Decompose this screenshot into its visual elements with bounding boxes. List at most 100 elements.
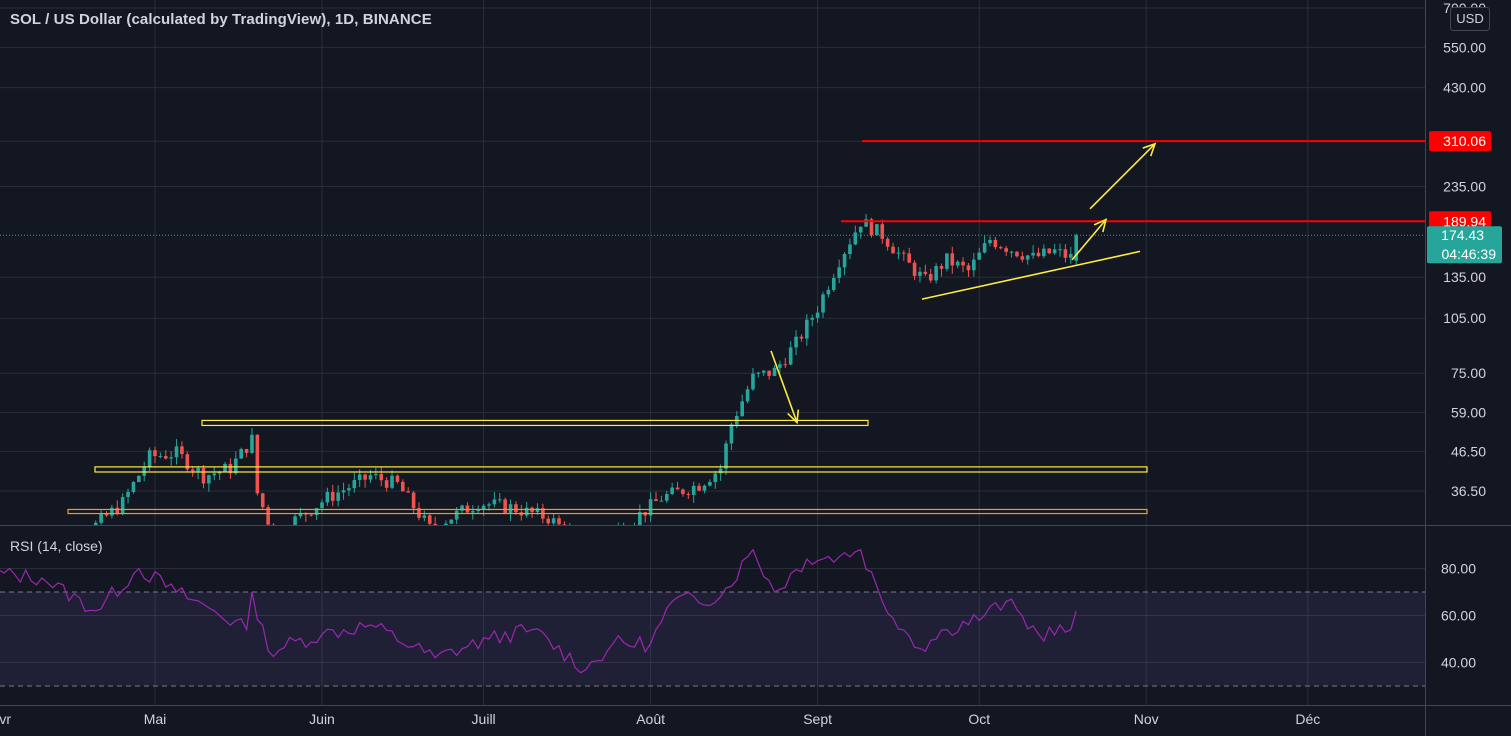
time-tick-label: Nov bbox=[1134, 711, 1159, 727]
candle bbox=[126, 491, 130, 498]
candle bbox=[93, 522, 98, 525]
candle bbox=[1036, 252, 1041, 257]
candle bbox=[659, 500, 664, 502]
up-arrow-short-head bbox=[1093, 218, 1108, 233]
rsi-tick-label: 80.00 bbox=[1441, 561, 1476, 577]
candle bbox=[891, 246, 895, 254]
candle bbox=[1058, 249, 1062, 251]
candle bbox=[357, 474, 362, 481]
candle bbox=[401, 481, 405, 492]
candle bbox=[972, 259, 976, 271]
price-tick-label: 135.00 bbox=[1443, 269, 1486, 285]
candle bbox=[756, 372, 761, 374]
candle bbox=[1069, 254, 1073, 258]
candle bbox=[826, 289, 831, 295]
candle bbox=[869, 219, 874, 236]
candle bbox=[729, 424, 734, 444]
candle bbox=[244, 448, 249, 453]
candle bbox=[670, 487, 674, 495]
candle bbox=[815, 312, 820, 318]
candle bbox=[691, 485, 696, 495]
grid bbox=[0, 0, 1425, 705]
level-label-bg bbox=[1429, 131, 1491, 152]
time-axis: vr Mai Juin Juill Août Sept Oct Nov Déc bbox=[0, 711, 1320, 727]
candle bbox=[492, 499, 497, 505]
rsi-line bbox=[0, 548, 1077, 674]
current-price-label: 174.43 bbox=[1441, 227, 1484, 243]
candle bbox=[622, 527, 626, 534]
candle bbox=[185, 454, 190, 470]
candle bbox=[137, 475, 141, 483]
candle bbox=[330, 491, 335, 501]
time-tick-label: Juill bbox=[472, 711, 496, 727]
candle bbox=[616, 527, 620, 531]
rsi-panel bbox=[0, 548, 1425, 687]
candle bbox=[907, 253, 911, 263]
up-arrow-target bbox=[1089, 143, 1156, 210]
candle bbox=[1047, 248, 1052, 254]
candle bbox=[239, 448, 243, 459]
candle bbox=[557, 518, 561, 525]
candle bbox=[595, 539, 599, 546]
candle bbox=[99, 513, 103, 523]
level-label: 189.94 bbox=[1443, 213, 1486, 229]
candle bbox=[282, 529, 286, 533]
candle bbox=[347, 488, 351, 491]
candle bbox=[551, 518, 556, 524]
candle bbox=[131, 482, 136, 492]
candle bbox=[120, 497, 125, 514]
candle bbox=[163, 456, 168, 459]
candle bbox=[395, 475, 400, 482]
support-zone bbox=[67, 508, 1148, 515]
price-tick-label: 105.00 bbox=[1443, 310, 1486, 326]
price-tick-label: 550.00 bbox=[1443, 39, 1486, 55]
candle bbox=[745, 389, 750, 402]
candle bbox=[384, 480, 389, 488]
candle bbox=[260, 493, 265, 508]
candle bbox=[1052, 249, 1057, 254]
candle bbox=[810, 317, 815, 320]
candle bbox=[708, 482, 712, 486]
candle bbox=[487, 504, 491, 506]
candle bbox=[40, 574, 44, 575]
time-tick-label: Sept bbox=[803, 711, 832, 727]
candle bbox=[896, 252, 901, 254]
currency-button[interactable]: USD bbox=[1450, 7, 1490, 31]
price-axis: 700.00550.00430.00235.00135.00105.0075.0… bbox=[1427, 0, 1502, 499]
candle bbox=[902, 252, 906, 254]
candle bbox=[374, 474, 378, 476]
candle bbox=[1015, 251, 1019, 257]
current-price-label-bg bbox=[1427, 226, 1502, 264]
candle bbox=[788, 347, 793, 365]
candle bbox=[422, 515, 427, 518]
candle bbox=[805, 319, 809, 339]
candle bbox=[875, 224, 879, 236]
candle bbox=[223, 463, 227, 472]
candle bbox=[379, 474, 384, 481]
time-tick-label: Août bbox=[636, 711, 665, 727]
candle bbox=[546, 518, 551, 524]
candle bbox=[454, 510, 459, 520]
price-tick-label: 430.00 bbox=[1443, 80, 1486, 96]
candle bbox=[686, 493, 691, 495]
support-zone bbox=[201, 419, 869, 427]
candle bbox=[341, 490, 346, 493]
candle bbox=[880, 224, 885, 239]
trendline bbox=[921, 250, 1141, 300]
candle bbox=[573, 530, 577, 533]
candle bbox=[1020, 256, 1025, 260]
candle bbox=[207, 475, 211, 484]
candle bbox=[993, 239, 998, 248]
time-tick-label: Juin bbox=[309, 711, 335, 727]
candle bbox=[945, 253, 949, 269]
candle bbox=[476, 509, 481, 512]
rsi-title: RSI (14, close) bbox=[10, 538, 103, 554]
candle bbox=[783, 364, 788, 366]
candle bbox=[1031, 252, 1035, 256]
down-arrow bbox=[770, 350, 798, 423]
candle bbox=[590, 546, 594, 550]
candle bbox=[363, 474, 367, 480]
candle bbox=[1042, 248, 1046, 257]
candle bbox=[320, 502, 324, 509]
